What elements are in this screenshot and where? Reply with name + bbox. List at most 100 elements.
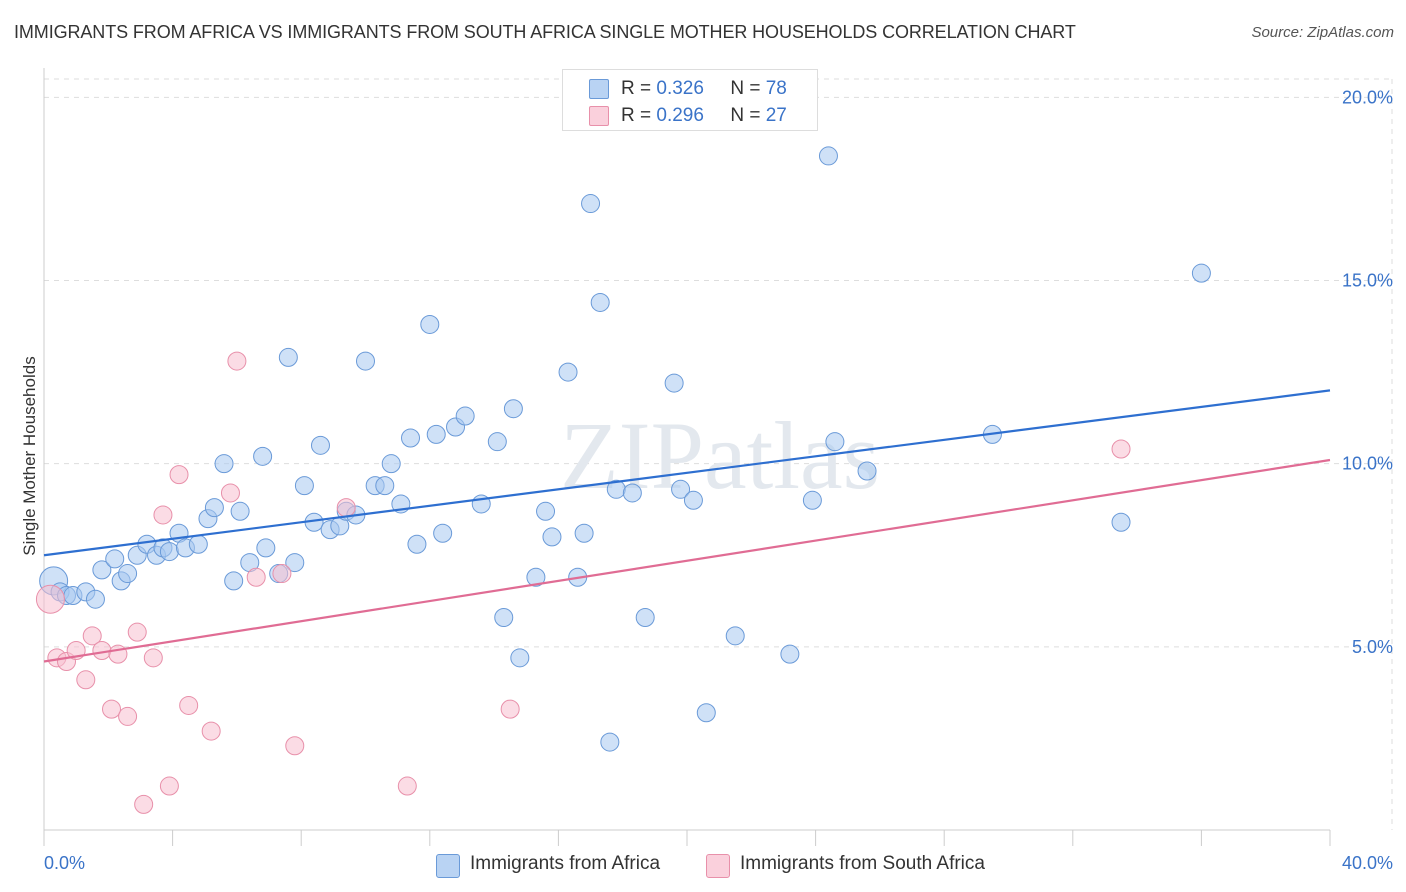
data-point-africa xyxy=(590,292,610,312)
data-point-africa xyxy=(536,501,556,521)
r-value-africa: 0.326 xyxy=(656,78,704,99)
data-points xyxy=(35,146,1211,814)
trend-lines xyxy=(43,389,1331,663)
legend-swatch-africa xyxy=(589,79,609,99)
data-point-south-africa xyxy=(1111,439,1131,459)
data-point-africa xyxy=(558,362,578,382)
data-point-south-africa xyxy=(397,776,417,796)
r-label: R = xyxy=(621,78,652,99)
n-label: N = xyxy=(730,105,761,126)
data-point-africa xyxy=(857,461,877,481)
data-point-africa xyxy=(159,542,179,562)
data-point-south-africa xyxy=(179,695,199,715)
axes xyxy=(43,68,1331,846)
x-tick-label-max: 40.0% xyxy=(1342,853,1393,873)
bottom-legend-label-south-africa: Immigrants from South Africa xyxy=(740,853,985,874)
data-point-africa xyxy=(204,498,224,518)
data-point-south-africa xyxy=(285,736,305,756)
tick-labels: 5.0% 10.0% 15.0% 20.0% 0.0% 40.0% xyxy=(44,87,1393,873)
data-point-south-africa xyxy=(102,699,122,719)
data-point-south-africa xyxy=(500,699,520,719)
data-point-africa xyxy=(526,567,546,587)
x-tick-label-min: 0.0% xyxy=(44,853,85,873)
data-point-africa xyxy=(230,501,250,521)
data-point-africa xyxy=(818,146,838,166)
data-point-africa xyxy=(671,479,691,499)
r-label: R = xyxy=(621,105,652,126)
data-point-south-africa xyxy=(76,670,96,690)
data-point-south-africa xyxy=(143,648,163,668)
n-value-south-africa: 27 xyxy=(765,105,787,126)
y-tick-label: 20.0% xyxy=(1342,87,1393,107)
data-point-africa xyxy=(1191,263,1211,283)
data-point-africa xyxy=(635,608,655,628)
bottom-legend-label-africa: Immigrants from Africa xyxy=(470,853,661,874)
data-point-africa xyxy=(426,424,446,444)
data-point-south-africa xyxy=(118,706,138,726)
data-point-africa xyxy=(574,523,594,543)
data-point-africa xyxy=(214,454,234,474)
data-point-africa xyxy=(285,553,305,573)
data-point-africa xyxy=(433,523,453,543)
data-point-africa xyxy=(725,626,745,646)
data-point-africa xyxy=(494,608,514,628)
data-point-africa xyxy=(256,538,276,558)
y-tick-label: 15.0% xyxy=(1342,270,1393,290)
r-value-south-africa: 0.296 xyxy=(656,105,704,126)
n-value-africa: 78 xyxy=(765,78,787,99)
data-point-africa xyxy=(510,648,530,668)
data-point-africa xyxy=(542,527,562,547)
data-point-africa xyxy=(503,399,523,419)
data-point-africa xyxy=(487,432,507,452)
data-point-africa xyxy=(85,589,105,609)
data-point-africa xyxy=(188,534,208,554)
stats-legend: R = 0.326 N = 78 R = 0.296 N = 27 xyxy=(562,69,818,131)
data-point-africa xyxy=(683,490,703,510)
trend-line-south-africa xyxy=(43,458,1331,663)
data-point-africa xyxy=(455,406,475,426)
data-point-africa xyxy=(118,564,138,584)
y-tick-label: 5.0% xyxy=(1352,637,1393,657)
trend-line-africa xyxy=(43,389,1331,557)
data-point-south-africa xyxy=(134,794,154,814)
data-point-south-africa xyxy=(246,567,266,587)
data-point-africa xyxy=(420,314,440,334)
data-point-africa xyxy=(600,732,620,752)
source-label: Source: ZipAtlas.com xyxy=(1251,24,1394,41)
data-point-south-africa xyxy=(159,776,179,796)
chart-title: IMMIGRANTS FROM AFRICA VS IMMIGRANTS FRO… xyxy=(14,22,1076,42)
data-point-south-africa xyxy=(227,351,247,371)
data-point-south-africa xyxy=(169,465,189,485)
n-label: N = xyxy=(730,78,761,99)
data-point-africa xyxy=(356,351,375,371)
data-point-africa xyxy=(802,490,822,510)
data-point-africa xyxy=(105,549,125,569)
data-point-africa xyxy=(1111,512,1131,532)
legend-text-south-africa: R = 0.296 N = 27 xyxy=(621,105,787,127)
data-point-africa xyxy=(224,571,244,591)
data-point-south-africa xyxy=(336,498,356,518)
data-point-africa xyxy=(294,476,314,496)
data-point-africa xyxy=(825,432,845,452)
data-point-africa xyxy=(696,703,716,723)
data-point-south-africa xyxy=(220,483,240,503)
data-point-africa xyxy=(310,435,330,455)
data-point-south-africa xyxy=(82,626,102,646)
legend-swatch-south-africa xyxy=(589,106,609,126)
data-point-africa xyxy=(581,194,601,214)
data-point-south-africa xyxy=(201,721,221,741)
data-point-south-africa xyxy=(153,505,173,525)
data-point-south-africa xyxy=(127,622,147,642)
legend-text-africa: R = 0.326 N = 78 xyxy=(621,78,787,100)
data-point-africa xyxy=(622,483,642,503)
data-point-africa xyxy=(381,454,401,474)
y-tick-label: 10.0% xyxy=(1342,454,1393,474)
data-point-africa xyxy=(278,347,298,367)
data-point-africa xyxy=(401,428,421,448)
data-point-africa xyxy=(92,560,112,580)
bottom-swatch-south-africa xyxy=(706,854,730,878)
data-point-africa xyxy=(375,476,395,496)
data-point-south-africa xyxy=(35,584,65,614)
data-point-africa xyxy=(780,644,800,664)
